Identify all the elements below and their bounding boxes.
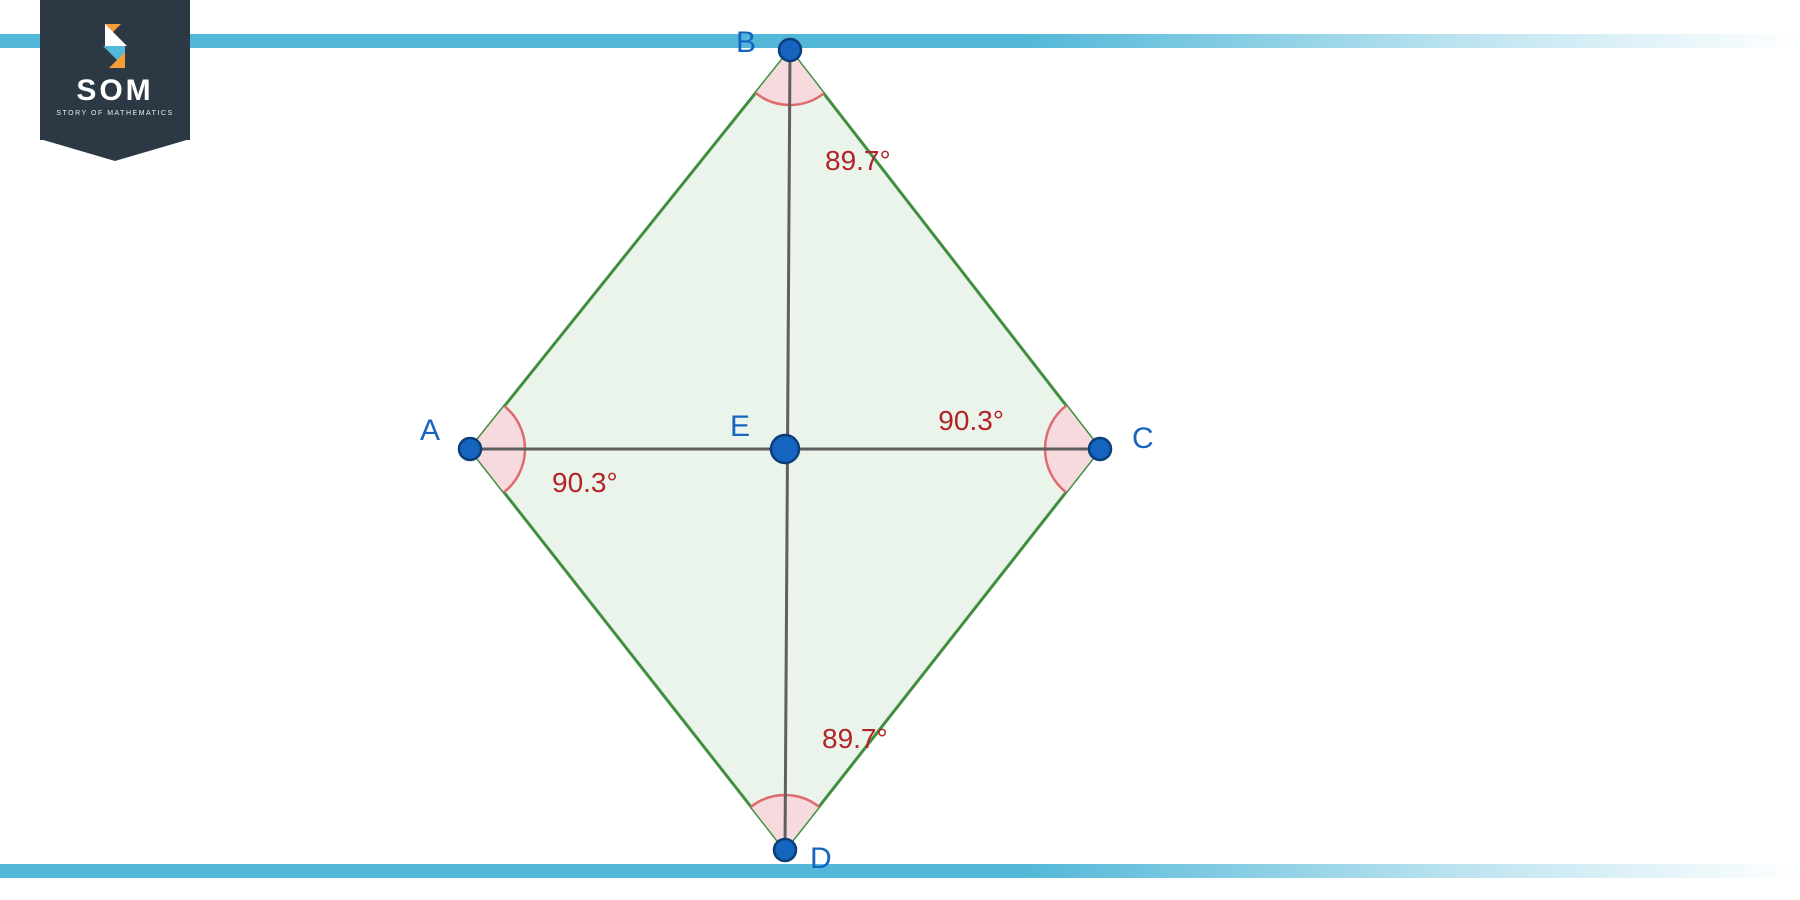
brand-subtitle: STORY OF MATHEMATICS bbox=[56, 110, 173, 117]
angle-A-value: 90.3° bbox=[552, 467, 618, 498]
brand-logo-icon bbox=[93, 24, 137, 68]
bottom-stripe-solid bbox=[0, 864, 1020, 878]
label-C: C bbox=[1132, 422, 1154, 455]
point-B bbox=[779, 39, 801, 61]
point-A bbox=[459, 438, 481, 460]
top-stripe-fade bbox=[1020, 34, 1800, 48]
bottom-stripe-fade bbox=[1020, 864, 1800, 878]
brand-badge-body: SOM STORY OF MATHEMATICS bbox=[40, 0, 190, 140]
angle-B-value: 89.7° bbox=[825, 145, 891, 176]
label-E: E bbox=[730, 410, 750, 443]
brand-badge-tail bbox=[40, 139, 190, 161]
angle-D-value: 89.7° bbox=[822, 723, 888, 754]
point-C bbox=[1089, 438, 1111, 460]
brand-title: SOM bbox=[76, 74, 153, 108]
label-A: A bbox=[420, 414, 440, 447]
point-E bbox=[771, 435, 799, 463]
figure-canvas: A B C D E 90.3° 89.7° 90.3° 89.7° SOM STORY OF M… bbox=[0, 0, 1800, 900]
label-D: D bbox=[810, 842, 832, 875]
label-B: B bbox=[736, 26, 756, 59]
geometry-diagram: A B C D E 90.3° 89.7° 90.3° 89.7° bbox=[0, 0, 1800, 900]
brand-badge: SOM STORY OF MATHEMATICS bbox=[40, 0, 190, 170]
point-D bbox=[774, 839, 796, 861]
angle-C-value: 90.3° bbox=[938, 405, 1004, 436]
